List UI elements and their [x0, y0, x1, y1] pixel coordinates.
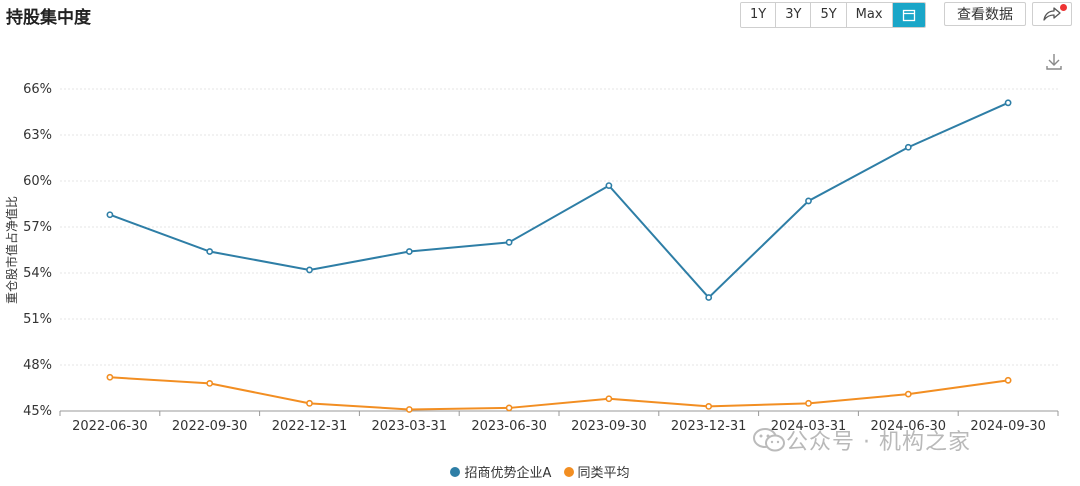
data-point-a: [805, 197, 812, 205]
data-point-a: [1004, 99, 1012, 107]
legend-item-series-b[interactable]: 同类平均: [563, 462, 630, 481]
data-point-b: [605, 395, 613, 403]
legend-item-series-a[interactable]: 招商优势企业A: [450, 462, 551, 481]
series-line-a: [109, 101, 1009, 299]
share-button[interactable]: [1032, 2, 1072, 26]
data-point-b: [505, 404, 513, 412]
x-tick-label: 2023-03-31: [372, 419, 448, 434]
legend-marker-series-a: [450, 466, 461, 477]
y-tick-label: 45%: [23, 404, 52, 419]
legend-label-series-b: 同类平均: [577, 466, 630, 481]
data-point-a: [605, 182, 613, 189]
data-point-b: [405, 406, 413, 413]
range-3y-button[interactable]: 3Y: [776, 3, 812, 27]
data-point-a: [405, 248, 413, 255]
x-tick-label: 2024-06-30: [871, 419, 947, 434]
y-axis-label: 重仓股市值占净值比: [4, 196, 19, 304]
y-tick-label: 54%: [23, 266, 52, 281]
watermark: 公众号 · 机构之家: [752, 424, 971, 456]
data-point-b: [904, 390, 912, 398]
data-point-b: [206, 379, 214, 387]
data-point-b: [106, 373, 114, 381]
y-tick-label: 60%: [23, 174, 52, 189]
y-tick-label: 48%: [23, 358, 52, 373]
page-title: 持股集中度: [6, 8, 91, 28]
calendar-button[interactable]: [892, 3, 925, 27]
download-icon[interactable]: [1044, 52, 1064, 72]
notification-dot: [1060, 4, 1067, 11]
line-chart: 45% 48% 51% 54% 57% 60% 63% 66% 2022-06-30 2022-0…: [4, 82, 1059, 434]
range-5y-button[interactable]: 5Y: [811, 3, 847, 27]
data-point-a: [106, 211, 114, 219]
y-tick-label: 57%: [23, 220, 52, 235]
data-point-a: [705, 294, 713, 301]
legend-marker-series-b: [563, 466, 574, 477]
series-line-b: [109, 376, 1009, 411]
x-tick-label: 2024-09-30: [970, 419, 1046, 434]
calendar-icon: [902, 9, 915, 22]
data-point-a: [306, 266, 313, 274]
watermark-text: 公众号 · 机构之家: [786, 430, 971, 455]
chart-legend: 招商优势企业A 同类平均: [0, 462, 1080, 481]
data-point-a: [904, 143, 912, 151]
view-data-button[interactable]: 查看数据: [944, 2, 1026, 26]
range-selector: 1Y 3Y 5Y Max: [740, 2, 926, 28]
range-max-button[interactable]: Max: [846, 3, 893, 27]
x-tick-label: 2023-06-30: [471, 419, 547, 434]
data-point-b: [805, 399, 812, 407]
legend-label-series-a: 招商优势企业A: [464, 466, 552, 481]
data-point-a: [505, 238, 513, 246]
x-tick-label: 2022-12-31: [272, 419, 348, 434]
range-1y-button[interactable]: 1Y: [741, 3, 777, 27]
data-point-b: [306, 399, 313, 407]
y-tick-label: 51%: [23, 312, 52, 327]
data-point-b: [1004, 376, 1012, 384]
x-tick-label: 2022-09-30: [172, 419, 248, 434]
data-point-a: [206, 248, 214, 255]
data-point-b: [705, 402, 713, 410]
wechat-icon: [753, 428, 785, 452]
share-icon: [1043, 7, 1061, 21]
chart-header: 持股集中度 1Y 3Y 5Y Max 查看数据: [0, 0, 1080, 30]
x-tick-label: 2023-12-31: [671, 419, 747, 434]
x-tick-label: 2024-03-31: [771, 419, 847, 434]
x-tick-label: 2022-06-30: [72, 419, 148, 434]
y-tick-label: 66%: [23, 82, 52, 97]
y-tick-label: 63%: [23, 128, 52, 143]
x-tick-label: 2023-09-30: [571, 419, 647, 434]
